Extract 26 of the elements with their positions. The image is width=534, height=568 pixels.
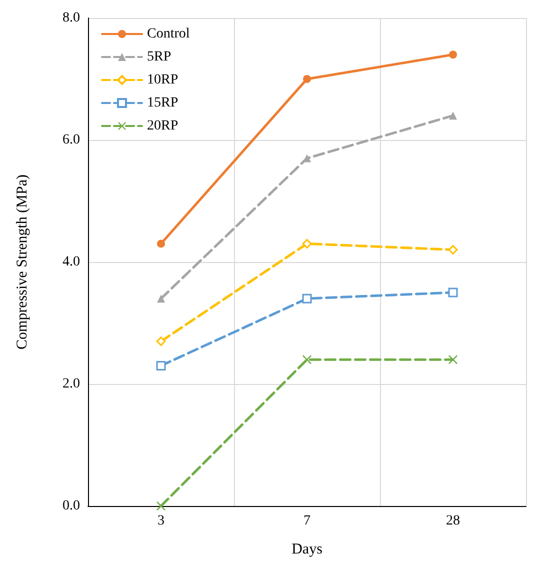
x-tick-label: 28 [446, 514, 460, 528]
y-axis-title: Compressive Strength (MPa) [14, 174, 30, 350]
point [302, 238, 312, 248]
x-tick-label: 7 [304, 514, 310, 528]
point [448, 288, 458, 298]
y-tick-label: 6.0 [62, 132, 80, 148]
point [156, 336, 166, 346]
point [302, 294, 312, 304]
x-tick-label: 3 [158, 514, 164, 528]
y-tick-label: 0.0 [62, 498, 80, 514]
y-tick-label: 8.0 [62, 10, 80, 26]
x-axis-title: Days [292, 542, 323, 558]
point [157, 240, 165, 248]
point [449, 112, 457, 120]
point [448, 245, 458, 255]
legend-label: 20RP [147, 118, 178, 134]
point [303, 75, 311, 83]
legend-label: 10RP [147, 72, 178, 88]
point [449, 50, 457, 59]
legend-label: Control [147, 26, 190, 42]
point [157, 294, 165, 303]
y-tick-label: 4.0 [62, 254, 80, 270]
legend-label: 15RP [147, 96, 178, 110]
point [156, 360, 166, 370]
legend-label: 5RP [147, 50, 172, 64]
y-tick-label: 2.0 [62, 376, 80, 392]
